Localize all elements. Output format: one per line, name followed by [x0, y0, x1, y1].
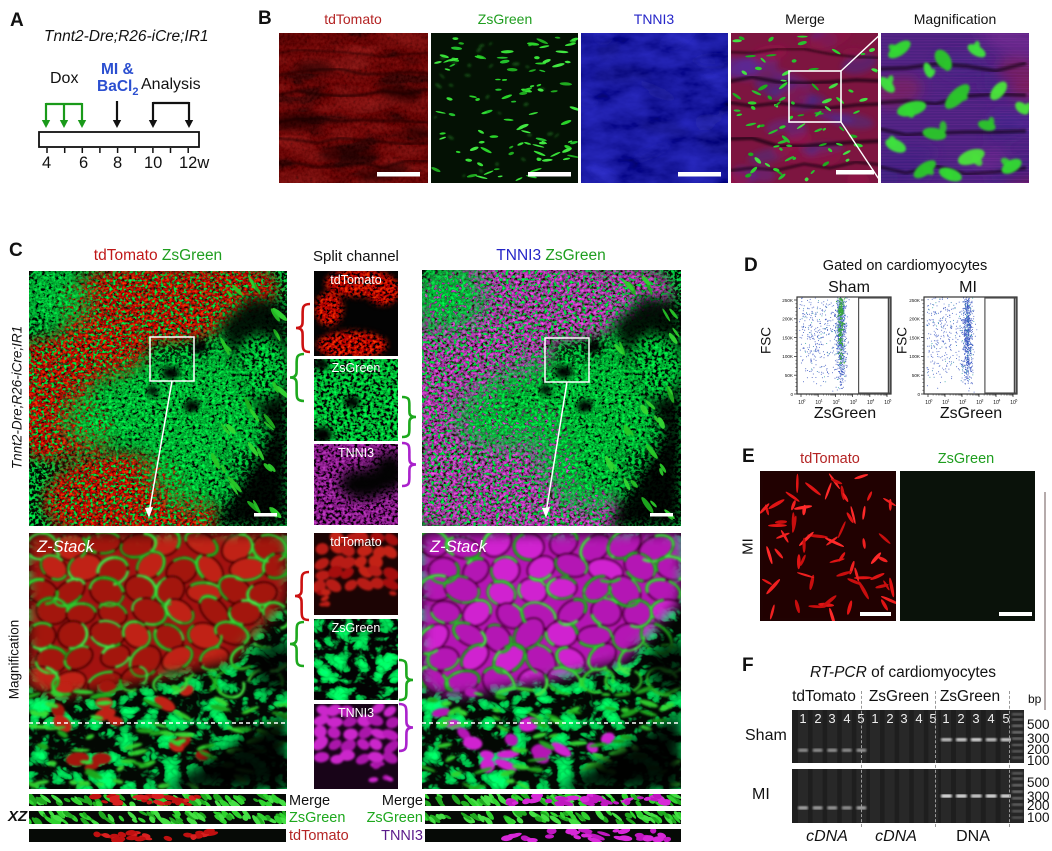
svg-text:1: 1 [821, 399, 823, 403]
svg-text:150K: 150K [909, 335, 921, 340]
svg-text:2: 2 [838, 399, 840, 403]
svg-text:ZsGreen: ZsGreen [332, 621, 381, 635]
svg-text:0: 0 [930, 399, 932, 403]
svg-text:4: 4 [872, 399, 874, 403]
svg-text:10: 10 [1010, 400, 1016, 406]
svg-text:TNNI3: TNNI3 [338, 706, 374, 720]
svg-text:10: 10 [884, 400, 890, 406]
svg-text:3: 3 [855, 399, 857, 403]
svg-text:250K: 250K [782, 298, 794, 303]
svg-text:10: 10 [815, 400, 821, 406]
svg-text:0: 0 [790, 392, 793, 397]
svg-text:5: 5 [1015, 399, 1017, 403]
svg-text:200K: 200K [782, 317, 794, 322]
svg-text:10: 10 [850, 400, 856, 406]
svg-text:4: 4 [998, 399, 1000, 403]
svg-text:0: 0 [803, 399, 805, 403]
svg-text:100K: 100K [909, 354, 921, 359]
svg-text:10: 10 [867, 400, 873, 406]
svg-text:tdTomato: tdTomato [330, 535, 381, 549]
svg-text:10: 10 [798, 400, 804, 406]
svg-text:50K: 50K [912, 373, 921, 378]
svg-text:Z-Stack: Z-Stack [429, 538, 488, 556]
svg-text:200K: 200K [909, 317, 921, 322]
svg-text:tdTomato: tdTomato [330, 273, 381, 287]
svg-text:10: 10 [942, 400, 948, 406]
svg-text:10: 10 [925, 400, 931, 406]
svg-text:50K: 50K [785, 373, 794, 378]
svg-text:TNNI3: TNNI3 [338, 446, 374, 460]
svg-text:1: 1 [947, 399, 949, 403]
svg-text:3: 3 [981, 399, 983, 403]
svg-text:Z-Stack: Z-Stack [36, 538, 95, 556]
svg-text:150K: 150K [782, 335, 794, 340]
svg-text:10: 10 [976, 400, 982, 406]
svg-text:0: 0 [917, 392, 920, 397]
svg-text:100K: 100K [782, 354, 794, 359]
svg-text:5: 5 [889, 399, 891, 403]
svg-text:10: 10 [833, 400, 839, 406]
svg-text:2: 2 [964, 399, 966, 403]
svg-text:250K: 250K [909, 298, 921, 303]
svg-text:10: 10 [959, 400, 965, 406]
svg-text:10: 10 [993, 400, 999, 406]
svg-text:ZsGreen: ZsGreen [332, 361, 381, 375]
